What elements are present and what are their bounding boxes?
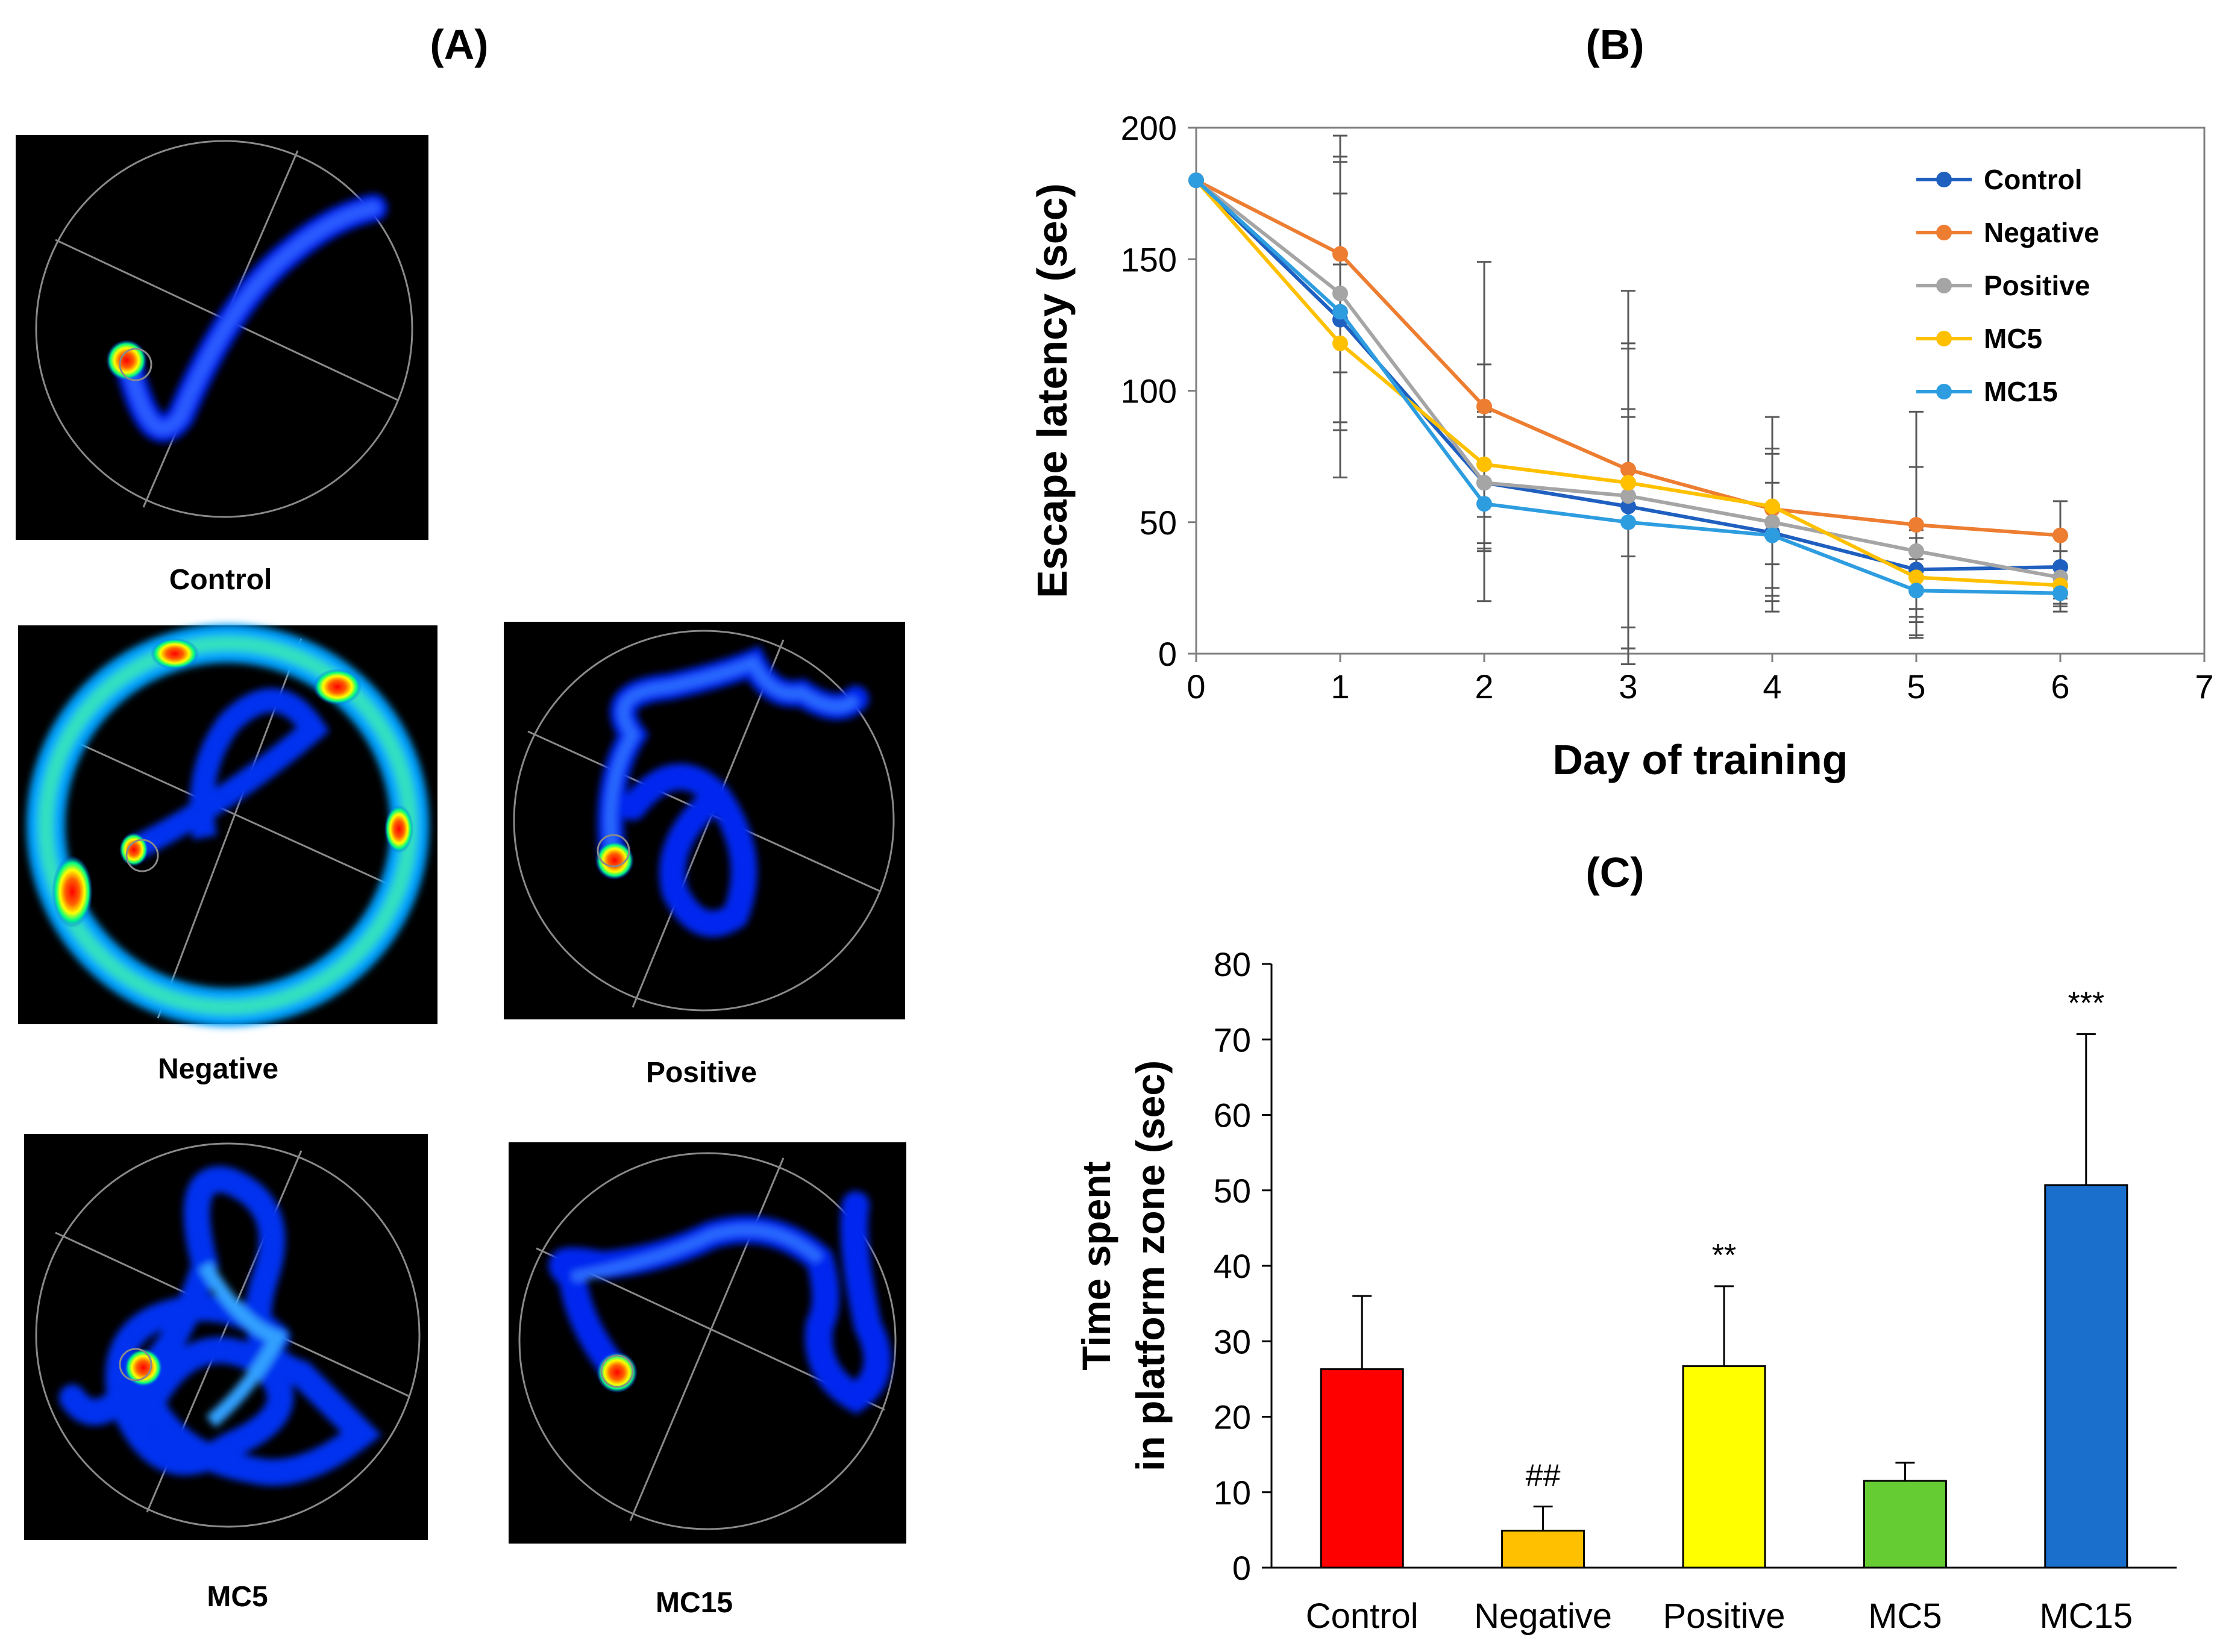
point-positive <box>1620 488 1636 504</box>
x-tick-label: Positive <box>1663 1597 1785 1636</box>
point-mc15 <box>1332 304 1348 320</box>
bar-mc15 <box>2044 1184 2128 1569</box>
y-tick-label: 80 <box>1214 945 1251 983</box>
point-negative <box>1620 461 1636 478</box>
y-tick-label: 70 <box>1214 1021 1251 1059</box>
bar-mc5 <box>1863 1480 1947 1569</box>
y-tick-label: 0 <box>1158 635 1177 673</box>
y-tick-label: 50 <box>1140 504 1177 542</box>
platform-hotspot <box>106 340 147 381</box>
x-tick-label: Negative <box>1474 1597 1612 1636</box>
point-mc15 <box>1620 514 1636 530</box>
legend-marker <box>1936 384 1952 399</box>
line-chart: 0 1 2 3 4 5 6 7 0 50 100 150 200 Day of training Escap… <box>1029 109 2214 783</box>
heatmap-label-positive: Positive <box>646 1057 757 1089</box>
point-negative <box>2052 527 2068 543</box>
x-tick-label: 0 <box>1187 668 1205 706</box>
bar-control <box>1320 1368 1404 1569</box>
y-tick-label: 30 <box>1214 1322 1251 1360</box>
x-tick-label: 5 <box>1907 668 1925 706</box>
y-axis-title-line-2: in platform zone (sec) <box>1128 1060 1173 1471</box>
panel-b-label: (B) <box>1585 21 1644 68</box>
x-tick-label: Control <box>1306 1597 1419 1636</box>
x-tick-label: 6 <box>2051 668 2069 706</box>
point-mc5 <box>1764 498 1780 515</box>
legend-label: Negative <box>1984 217 2099 248</box>
point-mc5 <box>1908 569 1924 586</box>
heatmap-label-mc5: MC5 <box>207 1581 268 1613</box>
y-tick-label: 100 <box>1121 372 1177 410</box>
point-positive <box>1332 285 1348 301</box>
significance-label: ## <box>1526 1459 1561 1494</box>
point-negative <box>1476 398 1492 415</box>
x-tick-label: MC5 <box>1868 1597 1942 1636</box>
y-tick-label: 60 <box>1214 1097 1251 1134</box>
legend-label: MC5 <box>1984 323 2042 354</box>
panel-a-label: (A) <box>430 21 488 68</box>
heatmap-label-mc15: MC15 <box>656 1587 733 1619</box>
point-mc15 <box>1188 172 1204 189</box>
point-positive <box>1764 514 1780 530</box>
legend-marker <box>1936 331 1952 346</box>
legend-label: MC15 <box>1984 376 2058 407</box>
heatmap-mc5: MC5 <box>24 1134 428 1613</box>
point-mc15 <box>1764 527 1780 543</box>
x-tick-label: 7 <box>2195 668 2213 706</box>
y-tick-label: 10 <box>1214 1474 1251 1512</box>
point-mc15 <box>1908 583 1924 599</box>
y-tick-label: 20 <box>1214 1398 1251 1436</box>
heatmap-label-negative: Negative <box>158 1053 278 1085</box>
bar-chart: 0 10 20 30 40 50 60 70 80 Time spent in platform z… <box>1074 945 2177 1636</box>
point-mc15 <box>1476 496 1492 512</box>
x-tick-label: 1 <box>1331 668 1349 706</box>
point-positive <box>1908 543 1924 559</box>
legend-marker <box>1936 172 1952 187</box>
point-negative <box>1908 517 1924 533</box>
heatmap-mc15: MC15 <box>509 1142 906 1619</box>
panel-c-label: (C) <box>1585 849 1644 896</box>
legend-label: Control <box>1984 164 2083 195</box>
legend-label: Positive <box>1984 270 2090 301</box>
legend-marker <box>1936 278 1952 293</box>
y-tick-label: 200 <box>1121 109 1177 147</box>
y-axis-title: Escape latency (sec) <box>1029 183 1076 598</box>
point-mc5 <box>1332 335 1348 351</box>
y-tick-label: 150 <box>1121 240 1177 278</box>
heatmap-label-control: Control <box>169 564 272 596</box>
x-tick-label: 2 <box>1475 668 1493 706</box>
y-tick-label: 40 <box>1214 1247 1251 1285</box>
point-mc5 <box>1476 456 1492 472</box>
significance-label: ** <box>1712 1238 1736 1273</box>
bar-negative <box>1501 1530 1585 1569</box>
heatmap-control: Control <box>16 135 428 596</box>
y-axis-title-line-1: Time spent <box>1074 1161 1118 1370</box>
point-positive <box>1476 475 1492 491</box>
x-tick-label: MC15 <box>2039 1597 2133 1636</box>
point-mc5 <box>1620 475 1636 491</box>
x-tick-label: 4 <box>1763 668 1781 706</box>
point-negative <box>1332 246 1348 262</box>
heatmap-negative: Negative <box>18 624 437 1085</box>
significance-label: *** <box>2068 986 2104 1021</box>
bar-positive <box>1682 1365 1766 1569</box>
y-tick-label: 0 <box>1232 1549 1251 1587</box>
legend-marker <box>1936 225 1952 240</box>
point-mc15 <box>2052 585 2068 601</box>
y-tick-label: 50 <box>1214 1172 1251 1210</box>
x-tick-label: 3 <box>1619 668 1637 706</box>
x-axis-title: Day of training <box>1552 736 1848 783</box>
heatmap-positive: Positive <box>504 622 905 1089</box>
